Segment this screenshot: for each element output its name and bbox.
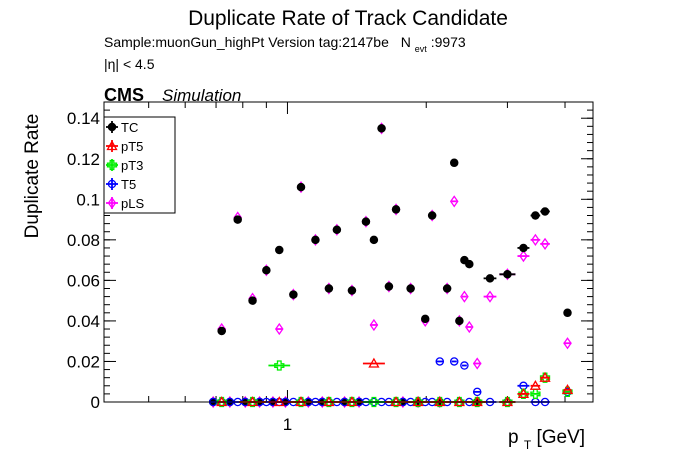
- data-point-pT3: [368, 396, 380, 408]
- y-tick-label: 0.04: [67, 312, 100, 331]
- legend-marker: [107, 196, 117, 210]
- y-tick-label: 0.02: [67, 352, 100, 371]
- data-point-pT3: [274, 360, 285, 371]
- data-point-pLS: [369, 318, 379, 332]
- y-tick-label: 0.06: [67, 271, 100, 290]
- series-T5: [208, 357, 572, 407]
- data-point-TC: [420, 314, 430, 324]
- x-axis-title: p T [GeV]: [508, 427, 585, 454]
- legend-marker: [106, 159, 118, 171]
- data-point-TC: [369, 235, 379, 245]
- legend-item-T5: T5: [106, 177, 136, 192]
- data-point-pLS: [540, 237, 550, 251]
- legend-label: pLS: [121, 196, 144, 211]
- data-point-pT3: [530, 388, 541, 400]
- data-point-TC: [485, 274, 495, 283]
- y-axis-title: Duplicate Rate: [22, 114, 43, 239]
- data-point-pLS: [465, 320, 474, 334]
- sample-version: Sample:muonGun_highPt Version tag:2147be: [104, 34, 389, 50]
- legend-marker: [107, 179, 117, 189]
- data-point-TC: [384, 282, 394, 291]
- data-point-pLS: [531, 233, 540, 246]
- data-point-TC: [217, 326, 226, 336]
- plot-frame: [103, 101, 594, 403]
- data-point-pLS: [274, 322, 284, 336]
- data-point-TC: [289, 290, 298, 299]
- legend-marker: [107, 122, 117, 132]
- data-point-pT5: [561, 384, 574, 394]
- data-point-TC: [427, 211, 437, 220]
- data-point-TC: [563, 308, 572, 318]
- legend-item-TC: TC: [106, 120, 138, 135]
- legend-label: T5: [121, 177, 136, 192]
- data-point-TC: [361, 217, 371, 226]
- data-point-pT5: [368, 357, 380, 368]
- legend-label: TC: [121, 120, 138, 135]
- data-marks: [208, 122, 574, 409]
- data-point-TC: [449, 158, 459, 168]
- y-tick-label: 0.1: [76, 190, 100, 209]
- sample-info: Sample:muonGun_highPt Version tag:2147be…: [104, 34, 466, 55]
- data-point-TC: [332, 225, 342, 234]
- nevt-value: :9973: [431, 34, 466, 50]
- data-point-TC: [442, 284, 452, 293]
- data-point-TC: [377, 124, 386, 133]
- data-point-TC: [275, 245, 284, 255]
- x-tick-label: 1: [283, 415, 292, 434]
- x-axis-title-sub: T: [524, 438, 532, 452]
- legend-marker: [106, 140, 118, 151]
- data-point-pLS: [460, 290, 469, 303]
- y-tick-label: 0.12: [67, 150, 100, 169]
- data-point-T5: [435, 357, 445, 366]
- y-tick-label: 0.14: [67, 109, 100, 128]
- x-axis-title-main: p: [508, 427, 519, 448]
- legend-item-pLS: pLS: [106, 196, 144, 211]
- data-point-pT5: [517, 388, 530, 399]
- nevt-subscript: evt: [415, 44, 428, 54]
- data-point-pLS: [472, 357, 482, 370]
- series-pLS: [208, 122, 572, 409]
- data-point-TC: [531, 211, 540, 220]
- data-point-TC: [262, 265, 271, 275]
- cms-label: CMS: [104, 85, 144, 105]
- data-point-pLS: [485, 290, 495, 303]
- legend-label: pT5: [121, 139, 143, 154]
- legend: TC pT5 pT3 T5 pLS: [103, 116, 176, 214]
- data-point-pLS: [449, 195, 459, 208]
- data-point-pT5: [529, 379, 542, 390]
- data-point-T5: [460, 361, 469, 370]
- y-tick-label: 0: [91, 393, 100, 412]
- data-point-TC: [347, 286, 357, 295]
- data-point-TC: [503, 270, 512, 279]
- data-point-TC: [391, 205, 401, 214]
- y-tick-label: 0.08: [67, 231, 100, 250]
- data-point-TC: [455, 316, 464, 326]
- data-point-TC: [465, 259, 474, 269]
- x-axis-title-unit: [GeV]: [536, 427, 585, 448]
- data-point-TC: [296, 182, 306, 192]
- data-point-TC: [406, 284, 415, 293]
- eta-cut: |η| < 4.5: [104, 56, 155, 72]
- data-point-TC: [248, 296, 257, 305]
- nevt-label: N: [401, 34, 411, 50]
- data-point-TC: [324, 284, 334, 293]
- plot-title: Duplicate Rate of Track Candidate: [188, 7, 508, 30]
- legend-label: pT3: [121, 158, 143, 173]
- data-point-pLS: [519, 249, 528, 263]
- axis-ticks: 0 0.02 0.04 0.06 0.08 0.1 0.12 0.14 1: [67, 101, 593, 434]
- legend-item-pT3: pT3: [106, 158, 143, 173]
- data-point-TC: [311, 235, 320, 245]
- data-point-T5: [449, 357, 459, 366]
- data-point-TC: [519, 243, 528, 253]
- data-point-TC: [233, 215, 242, 224]
- data-point-T5: [472, 387, 482, 397]
- legend-item-pT5: pT5: [106, 139, 143, 154]
- data-point-TC: [540, 207, 550, 216]
- simulation-label: Simulation: [162, 86, 241, 105]
- data-point-pT5: [539, 371, 551, 382]
- series-TC: [208, 124, 572, 407]
- data-point-pLS: [563, 337, 572, 350]
